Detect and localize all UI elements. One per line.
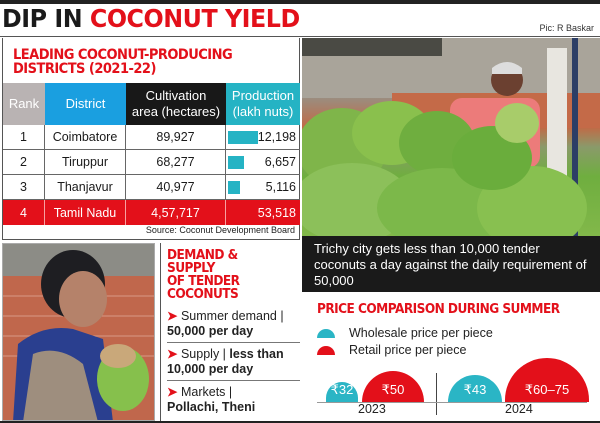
retail-2023-semicircle: ₹50 xyxy=(362,371,424,402)
price-comparison-panel: PRICE COMPARISON DURING SUMMER Wholesale… xyxy=(302,295,600,423)
demand-supply-panel: DEMAND & SUPPLY OF TENDER COCONUTS ➤ Sum… xyxy=(160,243,300,421)
bottom-rule xyxy=(0,421,600,423)
table-row: 2 Tiruppur 68,277 6,657 xyxy=(3,150,300,175)
coconut-vendor-photo xyxy=(302,38,600,236)
photo-credit: Pic: R Baskar xyxy=(539,23,594,33)
year-divider xyxy=(436,373,437,415)
headline: DIP IN COCONUT YIELD xyxy=(2,4,300,33)
production-bar xyxy=(228,181,240,194)
wholesale-2023-semicircle: ₹32 xyxy=(326,382,358,402)
production-bar xyxy=(228,156,244,169)
table-title: LEADING COCONUT-PRODUCING DISTRICTS (202… xyxy=(13,47,233,77)
year-label-2024: 2024 xyxy=(505,402,533,416)
legend-retail: Retail price per piece xyxy=(317,343,466,357)
demand-item: ➤ Summer demand | 50,000 per day xyxy=(167,305,300,343)
wholesale-2024-semicircle: ₹43 xyxy=(448,375,502,402)
legend-wholesale: Wholesale price per piece xyxy=(317,326,493,340)
supply-item: ➤ Supply | less than 10,000 per day xyxy=(167,343,300,381)
price-comparison-title: PRICE COMPARISON DURING SUMMER xyxy=(317,301,560,317)
column-header-rank: Rank xyxy=(3,83,45,125)
headline-divider xyxy=(0,36,600,37)
arrow-right-icon: ➤ xyxy=(167,309,178,323)
demand-supply-title: DEMAND & SUPPLY OF TENDER COCONUTS xyxy=(167,247,240,302)
column-header-district: District xyxy=(45,83,126,125)
year-label-2023: 2023 xyxy=(358,402,386,416)
table-row: 1 Coimbatore 89,927 12,198 xyxy=(3,125,300,150)
top-rule xyxy=(0,0,600,4)
districts-table-panel: LEADING COCONUT-PRODUCING DISTRICTS (202… xyxy=(2,38,300,240)
woman-drinking-coconut-photo xyxy=(2,243,155,421)
markets-item: ➤ Markets | Pollachi, Theni xyxy=(167,385,256,414)
woman-image xyxy=(3,244,154,420)
coconut-vendor-image xyxy=(302,38,600,236)
wholesale-swatch-icon xyxy=(317,328,335,338)
table-header: Rank District Cultivation area (hectares)… xyxy=(3,83,300,125)
retail-2024-semicircle: ₹60–75 xyxy=(505,358,589,402)
retail-swatch-icon xyxy=(317,345,335,355)
arrow-right-icon: ➤ xyxy=(167,385,178,399)
column-header-production: Production (lakh nuts) xyxy=(226,83,300,125)
table-source: Source: Coconut Development Board xyxy=(145,225,295,235)
table-row: 3 Thanjavur 40,977 5,116 xyxy=(3,175,300,200)
column-header-area: Cultivation area (hectares) xyxy=(126,83,226,125)
production-bar xyxy=(228,131,258,144)
table-row-total: 4 Tamil Nadu 4,57,717 53,518 xyxy=(3,200,300,225)
photo-caption: Trichy city gets less than 10,000 tender… xyxy=(302,236,600,292)
arrow-right-icon: ➤ xyxy=(167,347,178,361)
chart-baseline xyxy=(317,402,587,403)
